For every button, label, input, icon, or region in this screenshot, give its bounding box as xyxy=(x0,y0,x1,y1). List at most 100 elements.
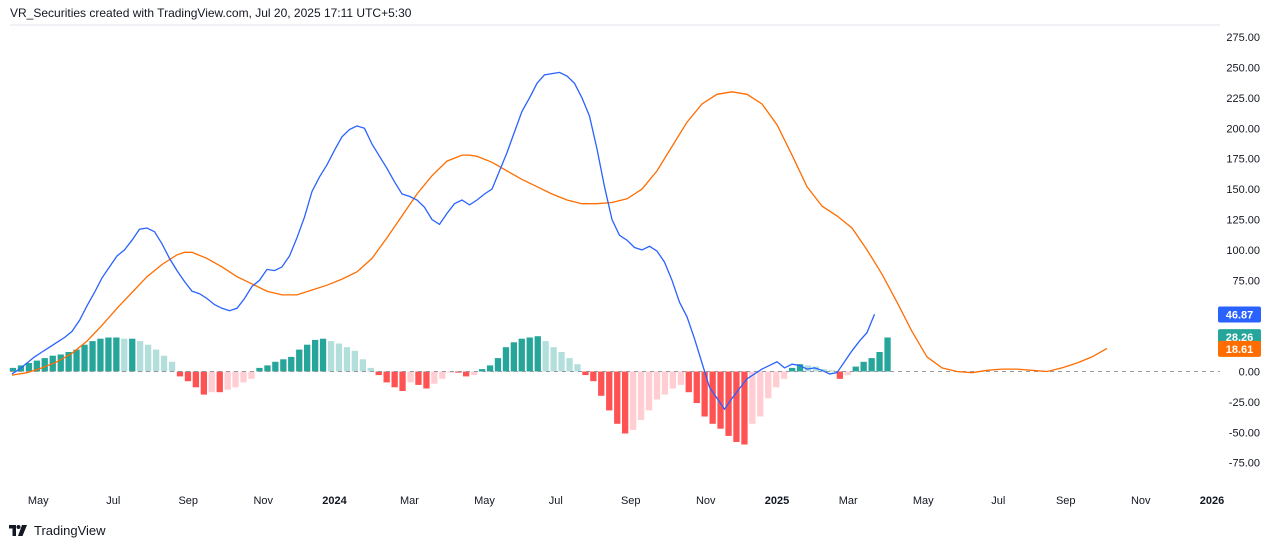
histogram-bar xyxy=(319,338,327,372)
histogram-bar xyxy=(407,371,414,383)
histogram-bar xyxy=(280,359,287,372)
histogram-bar xyxy=(685,371,692,393)
x-tick-label: Jul xyxy=(991,495,1005,507)
histogram-bar xyxy=(558,352,565,372)
histogram-bar xyxy=(494,358,502,372)
histogram-bar xyxy=(256,367,263,372)
histogram-bar xyxy=(160,355,168,372)
histogram-bar xyxy=(542,341,549,372)
histogram-bar xyxy=(566,358,573,372)
histogram-bar xyxy=(232,371,239,388)
histogram-bar xyxy=(749,371,756,424)
brand-name: TradingView xyxy=(34,523,106,538)
histogram-bar xyxy=(622,371,629,434)
histogram-bar xyxy=(836,371,843,379)
x-tick-label: May xyxy=(913,495,934,507)
x-tick-label: Sep xyxy=(621,495,641,507)
histogram-bar xyxy=(630,371,637,430)
macd-line xyxy=(11,71,876,411)
histogram-bar xyxy=(526,337,533,372)
x-tick-label: Mar xyxy=(839,495,858,507)
tradingview-logo-icon xyxy=(9,524,27,536)
histogram-bar xyxy=(606,371,613,411)
value-badge-label: 46.87 xyxy=(1226,310,1254,322)
histogram-bar xyxy=(153,349,160,372)
y-tick-label: 250.00 xyxy=(1226,63,1260,75)
histogram-bar xyxy=(57,354,64,372)
histogram-bar xyxy=(796,364,804,372)
histogram-bar xyxy=(335,343,343,372)
y-tick-label: 75.00 xyxy=(1232,275,1260,287)
x-tick-label: Nov xyxy=(696,495,716,507)
histogram-bar xyxy=(868,358,875,372)
y-tick-label: -50.00 xyxy=(1229,427,1260,439)
histogram-bar xyxy=(423,371,430,389)
histogram-bar xyxy=(391,371,398,388)
histogram-bar xyxy=(471,371,478,376)
histogram-bar xyxy=(264,365,271,372)
histogram-bar xyxy=(677,371,684,385)
histogram-bar xyxy=(590,371,597,382)
histogram-bar xyxy=(399,371,406,391)
histogram-bar xyxy=(828,370,835,372)
y-tick-label: 275.00 xyxy=(1226,32,1260,44)
y-tick-label: 150.00 xyxy=(1226,184,1260,196)
x-tick-label: 2026 xyxy=(1200,495,1224,507)
x-axis: May Jul Sep Nov 2024 Mar May Jul Sep Nov 2025 Mar Ma… xyxy=(28,495,1224,507)
histogram-bar xyxy=(757,371,764,417)
histogram-bar xyxy=(820,369,828,372)
histogram-bar xyxy=(81,344,88,372)
histogram-bar xyxy=(97,338,104,372)
histogram-bar xyxy=(25,363,33,372)
histogram-bar xyxy=(383,371,390,383)
histogram-bar xyxy=(327,341,335,372)
x-tick-label: 2025 xyxy=(765,495,789,507)
histogram-bar xyxy=(439,371,446,379)
x-tick-label: Nov xyxy=(1131,495,1151,507)
histogram-bar xyxy=(33,360,40,372)
histogram-bar xyxy=(447,371,454,373)
histogram-bar xyxy=(478,369,486,372)
histogram-bar xyxy=(208,371,215,393)
histogram-bar xyxy=(240,371,247,383)
histogram-bar xyxy=(534,336,541,372)
histogram-bar xyxy=(709,371,716,424)
histogram-bar xyxy=(733,371,740,442)
histogram-bar xyxy=(852,366,859,372)
histogram-bar xyxy=(192,371,199,388)
histogram-series xyxy=(9,336,891,445)
histogram-bar xyxy=(614,371,621,424)
histogram-bar xyxy=(582,371,589,376)
histogram-bar xyxy=(701,371,708,417)
x-tick-label: Nov xyxy=(253,495,273,507)
histogram-bar xyxy=(73,349,80,372)
value-badge xyxy=(1218,340,1261,357)
y-tick-label: 0.00 xyxy=(1239,367,1260,379)
histogram-bar xyxy=(113,337,120,372)
histogram-bar xyxy=(431,371,438,384)
histogram-bar xyxy=(296,349,303,372)
x-tick-label: Jul xyxy=(549,495,563,507)
histogram-bar xyxy=(200,371,207,395)
value-badge-label: 18.61 xyxy=(1226,344,1254,356)
histogram-bar xyxy=(765,371,772,399)
histogram-bar xyxy=(351,350,358,372)
histogram-bar xyxy=(812,366,820,372)
histogram-bar xyxy=(518,338,525,372)
histogram-bar xyxy=(359,359,366,372)
histogram-bar xyxy=(773,371,780,388)
y-tick-label: 225.00 xyxy=(1226,93,1260,105)
histogram-bar xyxy=(717,371,724,429)
histogram-bar xyxy=(884,337,891,372)
y-tick-label: 125.00 xyxy=(1226,215,1260,227)
histogram-bar xyxy=(304,344,311,372)
footer[interactable]: TradingView xyxy=(9,523,106,538)
x-tick-label: May xyxy=(474,495,495,507)
histogram-bar xyxy=(375,371,382,376)
histogram-bar xyxy=(741,371,748,445)
histogram-bar xyxy=(343,347,351,372)
x-tick-label: Sep xyxy=(1056,495,1076,507)
histogram-bar xyxy=(789,367,796,372)
